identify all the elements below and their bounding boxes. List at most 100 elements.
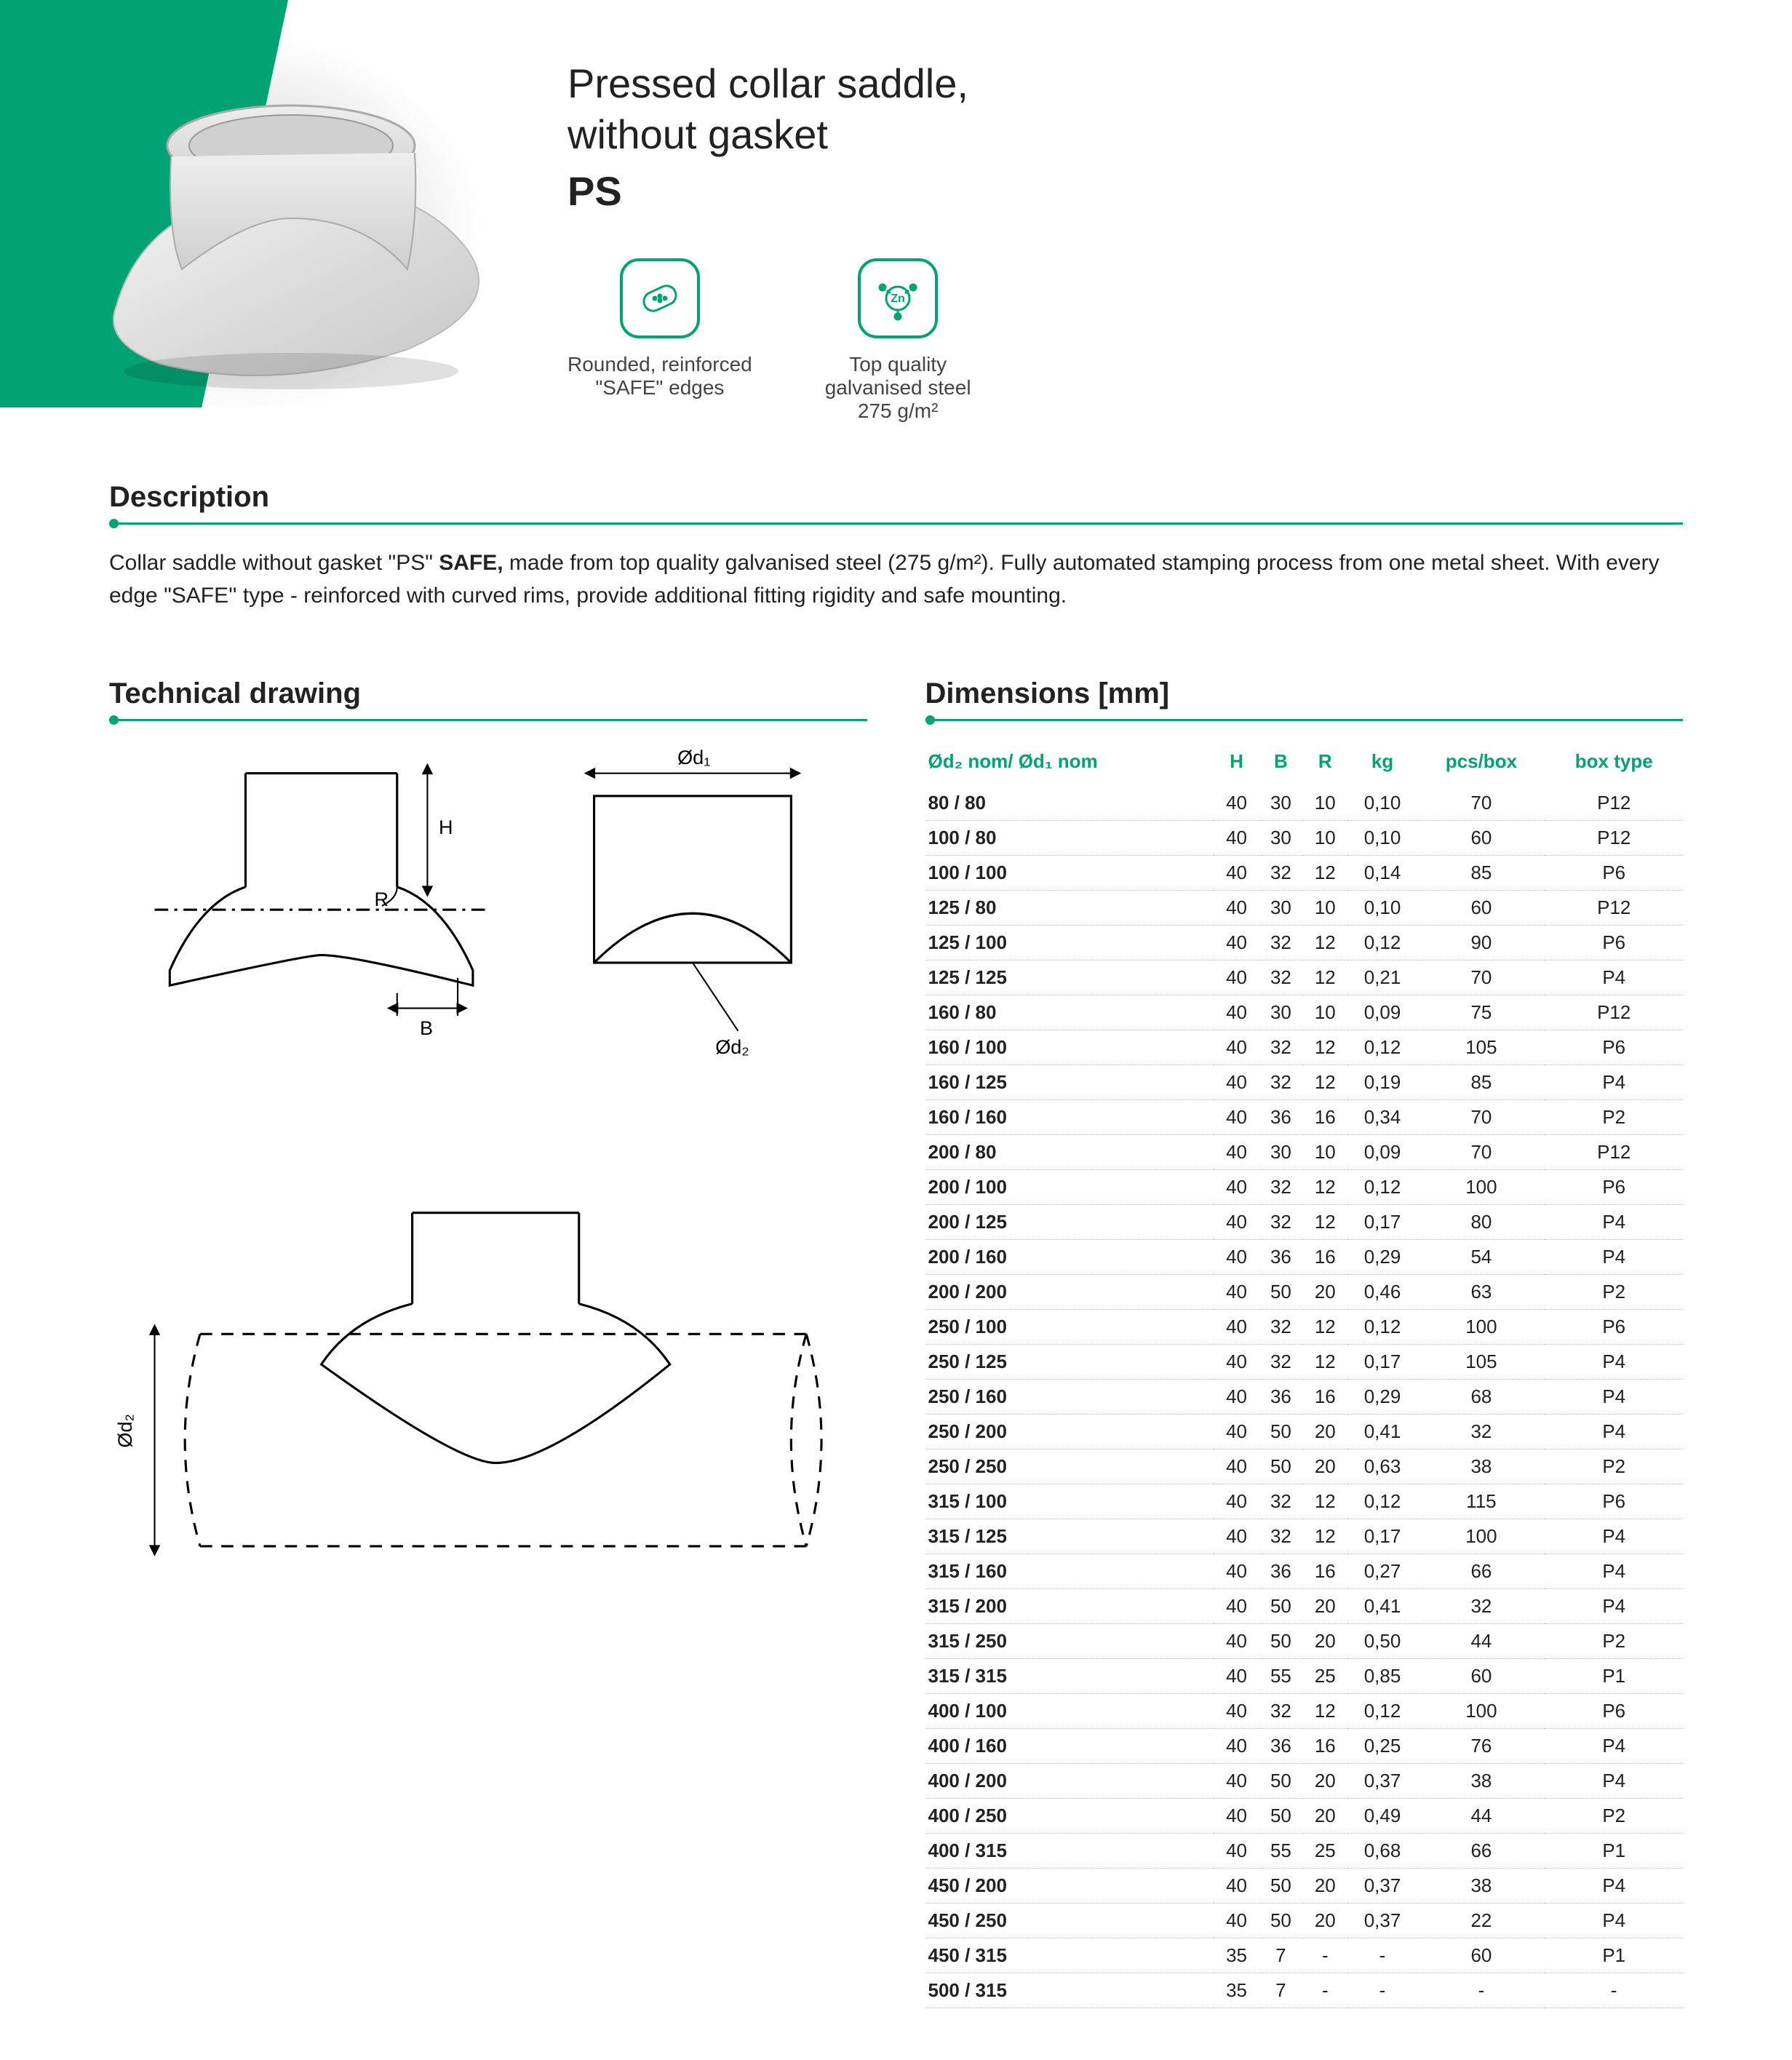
table-row: 450 / 2504050200,3722P4: [925, 1904, 1684, 1938]
cell: 0,41: [1347, 1415, 1418, 1449]
cell: 40: [1214, 856, 1259, 891]
cell: 60: [1417, 1938, 1545, 1973]
cell: 40: [1214, 1170, 1259, 1205]
cell: 125 / 100: [925, 926, 1215, 961]
cell: 60: [1417, 821, 1545, 856]
cell: 0,10: [1347, 821, 1418, 856]
cell: 12: [1303, 856, 1347, 891]
cell: 32: [1259, 856, 1303, 891]
cell: 450 / 315: [925, 1938, 1215, 1973]
table-row: 200 / 1004032120,12100P6: [925, 1170, 1684, 1205]
cell: 20: [1303, 1904, 1347, 1938]
cell: 0,17: [1347, 1345, 1418, 1380]
cell: 125 / 80: [925, 891, 1215, 926]
hero: Pressed collar saddle, without gasket PS…: [0, 0, 1792, 423]
cell: 250 / 200: [925, 1415, 1215, 1449]
cell: P6: [1545, 1030, 1683, 1065]
feature-label: Rounded, reinforced: [568, 353, 752, 376]
cell: 70: [1417, 1100, 1545, 1135]
cell: 16: [1303, 1554, 1347, 1589]
table-row: 125 / 804030100,1060P12: [925, 891, 1684, 926]
cell: 0,12: [1347, 926, 1418, 961]
col-header: R: [1303, 743, 1347, 786]
feature-label: galvanised steel: [825, 376, 971, 399]
svg-text:Ød₁: Ød₁: [677, 746, 710, 768]
cell: 20: [1303, 1589, 1347, 1624]
cell: 30: [1259, 1135, 1303, 1170]
cell: P2: [1545, 1449, 1683, 1484]
cell: 12: [1303, 961, 1347, 995]
cell: 30: [1259, 821, 1303, 856]
cell: 40: [1214, 1799, 1259, 1834]
cell: 200 / 200: [925, 1275, 1215, 1310]
cell: 32: [1259, 1065, 1303, 1100]
cell: 40: [1214, 1345, 1259, 1380]
cell: P2: [1545, 1624, 1683, 1659]
svg-text:Ød₂: Ød₂: [715, 1035, 749, 1058]
cell: P6: [1545, 856, 1683, 891]
cell: 40: [1214, 961, 1259, 995]
cell: 0,63: [1347, 1449, 1418, 1484]
cell: 36: [1259, 1380, 1303, 1415]
cell: 12: [1303, 1310, 1347, 1345]
cell: 32: [1417, 1589, 1545, 1624]
feature-galvanised: Zn Top quality galvanised steel 275 g/m²: [825, 258, 971, 423]
safe-edge-icon: [620, 258, 700, 338]
cell: 36: [1259, 1240, 1303, 1275]
cell: 25: [1303, 1659, 1347, 1694]
cell: P4: [1545, 1589, 1683, 1624]
col-header: pcs/box: [1417, 743, 1545, 786]
table-row: 400 / 2504050200,4944P2: [925, 1799, 1684, 1834]
cell: 38: [1417, 1764, 1545, 1799]
cell: 0,85: [1347, 1659, 1418, 1694]
svg-text:Ød₂: Ød₂: [114, 1414, 136, 1448]
cell: 70: [1417, 786, 1545, 821]
cell: 20: [1303, 1764, 1347, 1799]
cell: 32: [1259, 961, 1303, 995]
cell: 40: [1214, 1100, 1259, 1135]
col-header: H: [1214, 743, 1259, 786]
cell: 50: [1259, 1904, 1303, 1938]
table-row: 315 / 1254032120,17100P4: [925, 1519, 1684, 1554]
section-heading: Dimensions [mm]: [925, 677, 1684, 710]
cell: -: [1347, 1938, 1418, 1973]
cell: 50: [1259, 1275, 1303, 1310]
cell: 32: [1259, 1205, 1303, 1240]
table-row: 160 / 1254032120,1985P4: [925, 1065, 1684, 1100]
cell: 40: [1214, 1834, 1259, 1869]
product-image: [0, 0, 524, 407]
cell: 66: [1417, 1554, 1545, 1589]
cell: 54: [1417, 1240, 1545, 1275]
cell: P4: [1545, 1519, 1683, 1554]
cell: 400 / 315: [925, 1834, 1215, 1869]
table-row: 200 / 1254032120,1780P4: [925, 1205, 1684, 1240]
cell: 200 / 80: [925, 1135, 1215, 1170]
cell: 35: [1214, 1973, 1259, 2008]
cell: 250 / 100: [925, 1310, 1215, 1345]
cell: 32: [1259, 1310, 1303, 1345]
cell: 36: [1259, 1554, 1303, 1589]
cell: 100: [1417, 1310, 1545, 1345]
table-row: 250 / 1254032120,17105P4: [925, 1345, 1684, 1380]
cell: 80: [1417, 1205, 1545, 1240]
cell: 400 / 200: [925, 1764, 1215, 1799]
cell: 12: [1303, 1519, 1347, 1554]
cell: 66: [1417, 1834, 1545, 1869]
cell: 40: [1214, 1275, 1259, 1310]
cell: 0,27: [1347, 1554, 1418, 1589]
cell: 40: [1214, 1030, 1259, 1065]
desc-bold: SAFE,: [439, 551, 503, 575]
cell: P1: [1545, 1659, 1683, 1694]
cell: 70: [1417, 1135, 1545, 1170]
cell: 35: [1214, 1938, 1259, 1973]
cell: P6: [1545, 1694, 1683, 1729]
feature-label: "SAFE" edges: [568, 376, 752, 399]
cell: 20: [1303, 1415, 1347, 1449]
cell: 200 / 100: [925, 1170, 1215, 1205]
cell: 70: [1417, 961, 1545, 995]
table-row: 315 / 1604036160,2766P4: [925, 1554, 1684, 1589]
cell: 60: [1417, 1659, 1545, 1694]
cell: 100 / 100: [925, 856, 1215, 891]
cell: 32: [1259, 1519, 1303, 1554]
zinc-icon: Zn: [858, 258, 938, 338]
